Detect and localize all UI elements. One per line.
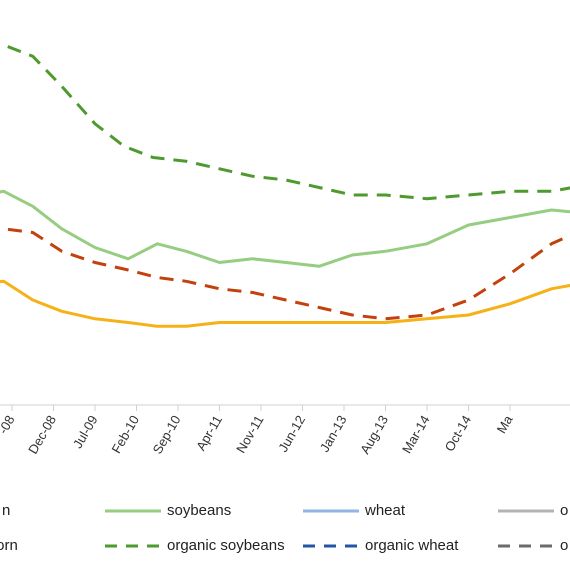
- legend: n soybeans wheat o anic corn organic soybeans…: [0, 502, 568, 554]
- x-tick-label: -08: [0, 413, 18, 437]
- legend-label-o: o: [560, 502, 568, 519]
- legend-label-wheat: wheat: [364, 502, 406, 519]
- x-tick-label: Sep-10: [150, 413, 184, 457]
- series-line-soybeans: [0, 189, 570, 268]
- series-layer: [0, 43, 570, 328]
- x-tick-label: Apr-11: [193, 413, 225, 453]
- series-line-organic-soybeans: [0, 43, 570, 201]
- x-tick-label: Ma: [494, 412, 516, 436]
- x-tick-label: Jun-12: [275, 413, 308, 455]
- x-tick-label: Jan-13: [317, 413, 350, 455]
- series-line-organic-corn: [0, 227, 570, 321]
- x-tick-label: Nov-11: [233, 413, 266, 456]
- legend-label-organic-wheat: organic wheat: [365, 537, 459, 554]
- x-tick-labels: -08 Dec-08 Jul-09 Feb-10 Sep-10 Apr-11 Nov-11 J…: [0, 405, 516, 457]
- x-tick-label: Mar-14: [399, 413, 433, 456]
- legend-label-organic-soybeans: organic soybeans: [167, 537, 285, 554]
- legend-label-anic-corn: anic corn: [0, 537, 18, 554]
- series-line-corn: [0, 279, 570, 328]
- legend-label-n: n: [2, 502, 10, 519]
- x-tick-label: Oct-14: [442, 413, 474, 454]
- legend-label-soybeans: soybeans: [167, 502, 231, 519]
- x-tick-label: Dec-08: [25, 413, 59, 457]
- x-tick-label: Aug-13: [357, 413, 391, 457]
- x-tick-label: Feb-10: [108, 413, 142, 456]
- x-tick-label: Jul-09: [70, 413, 101, 451]
- legend-label-o: o: [560, 537, 568, 554]
